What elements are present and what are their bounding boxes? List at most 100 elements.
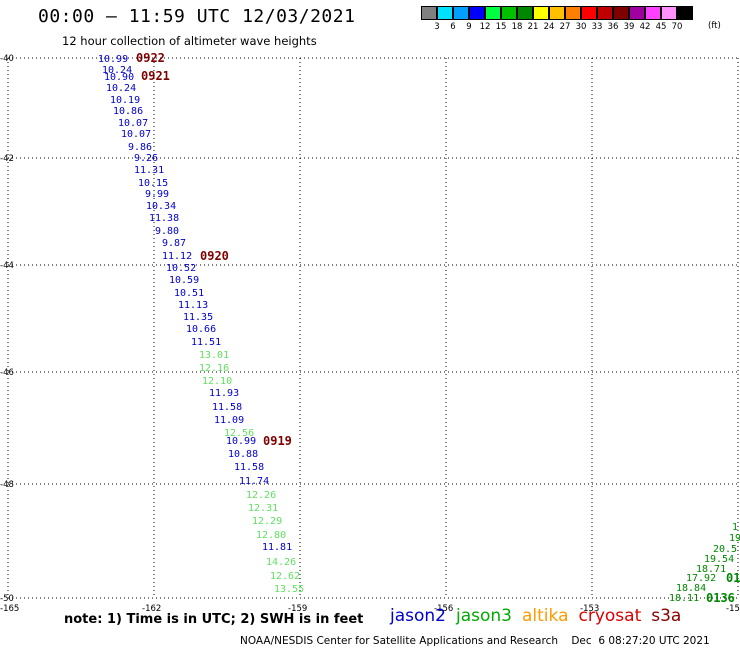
swh-value: 9.26 bbox=[134, 153, 158, 164]
satellite-s3a: s3a bbox=[651, 606, 682, 626]
lon-label: -159 bbox=[288, 604, 307, 614]
swh-value: 12.56 bbox=[224, 428, 254, 439]
swh-value: 11.93 bbox=[209, 388, 239, 399]
lon-label: -162 bbox=[142, 604, 161, 614]
swh-value: 19. bbox=[729, 533, 740, 544]
swh-value: 9.86 bbox=[128, 142, 152, 153]
swh-value: 13.55 bbox=[274, 584, 304, 595]
legend-swatch bbox=[485, 6, 501, 20]
legend-label: 45 bbox=[655, 22, 667, 32]
swh-value: 12.10 bbox=[202, 376, 232, 387]
swh-value: 10.59 bbox=[169, 275, 199, 286]
legend-label: 24 bbox=[543, 22, 555, 32]
swh-value: 14.26 bbox=[266, 557, 296, 568]
legend-label: 33 bbox=[591, 22, 603, 32]
swh-value: 18.71 bbox=[696, 564, 726, 575]
swh-value: 12.26 bbox=[246, 490, 276, 501]
swh-value: 11.51 bbox=[191, 337, 221, 348]
swh-value: 9.99 bbox=[145, 189, 169, 200]
legend-label: 9 bbox=[466, 22, 472, 32]
pass-time-label: 0920 bbox=[200, 249, 229, 263]
legend-swatch bbox=[565, 6, 581, 20]
swh-value: 10.99 bbox=[98, 54, 128, 65]
legend-swatch bbox=[421, 6, 437, 20]
pass-time-label: 01 bbox=[726, 571, 740, 585]
map-title: 00:00 – 11:59 UTC 12/03/2021 bbox=[38, 6, 356, 27]
swh-value: 12.80 bbox=[256, 530, 286, 541]
legend-label: 6 bbox=[450, 22, 456, 32]
legend-label: 18 bbox=[511, 22, 523, 32]
legend-swatch bbox=[597, 6, 613, 20]
legend-swatch bbox=[437, 6, 453, 20]
satellite-jason3: jason3 bbox=[456, 606, 512, 626]
swh-value: 11.74 bbox=[239, 476, 269, 487]
swh-value: 11.81 bbox=[262, 542, 292, 553]
swh-value: 10.88 bbox=[228, 449, 258, 460]
swh-value: 11.38 bbox=[149, 213, 179, 224]
swh-value: 10.07 bbox=[121, 129, 151, 140]
satellite-altika: altika bbox=[522, 606, 569, 626]
lat-label: -46 bbox=[0, 368, 14, 378]
legend-swatch bbox=[677, 6, 693, 20]
swh-value: 11.31 bbox=[134, 165, 164, 176]
swh-value: 10.52 bbox=[166, 263, 196, 274]
lon-label: -153 bbox=[580, 604, 599, 614]
swh-value: 10.90 bbox=[104, 72, 134, 83]
credit-line: NOAA/NESDIS Center for Satellite Applica… bbox=[240, 635, 710, 647]
lat-label: -42 bbox=[0, 154, 14, 164]
lat-label: -40 bbox=[0, 54, 14, 64]
swh-value: 9.80 bbox=[155, 226, 179, 237]
legend-swatch bbox=[613, 6, 629, 20]
swh-value: 10.19 bbox=[110, 95, 140, 106]
swh-value: 19.54 bbox=[704, 554, 734, 565]
swh-value: 17.92 bbox=[686, 573, 716, 584]
swh-value: 13.01 bbox=[199, 350, 229, 361]
lon-label: -150 bbox=[726, 604, 740, 614]
swh-value: 12.62 bbox=[270, 571, 300, 582]
legend-label: 36 bbox=[607, 22, 619, 32]
legend-swatch bbox=[549, 6, 565, 20]
legend-label: 30 bbox=[575, 22, 587, 32]
lat-label: -50 bbox=[0, 594, 14, 604]
pass-time-label: 0922 bbox=[136, 51, 165, 65]
legend-swatch bbox=[645, 6, 661, 20]
color-legend bbox=[421, 6, 693, 20]
swh-value: 10.24 bbox=[106, 83, 136, 94]
lon-label: -156 bbox=[434, 604, 453, 614]
swh-value: 11.58 bbox=[234, 462, 264, 473]
swh-value: 12.29 bbox=[252, 516, 282, 527]
swh-value: 11.12 bbox=[162, 251, 192, 262]
swh-value: 10.34 bbox=[146, 201, 176, 212]
satellite-cryosat: cryosat bbox=[578, 606, 642, 626]
legend-label: 15 bbox=[495, 22, 507, 32]
swh-value: 12.16 bbox=[199, 363, 229, 374]
lon-label: -165 bbox=[0, 604, 19, 614]
legend-swatch bbox=[581, 6, 597, 20]
pass-time-label: 0919 bbox=[263, 434, 292, 448]
legend-swatch bbox=[501, 6, 517, 20]
legend-label: 27 bbox=[559, 22, 571, 32]
swh-value: 18.84 bbox=[676, 583, 706, 594]
legend-unit: (ft) bbox=[708, 21, 721, 31]
swh-value: 10.07 bbox=[118, 118, 148, 129]
swh-value: 12.31 bbox=[248, 503, 278, 514]
footer-note: note: 1) Time is in UTC; 2) SWH is in fe… bbox=[64, 612, 364, 627]
swh-value: 11.09 bbox=[214, 415, 244, 426]
map-subtitle: 12 hour collection of altimeter wave hei… bbox=[62, 34, 317, 48]
legend-label: 70 bbox=[671, 22, 683, 32]
satellite-legend: jason2 jason3 altika cryosat s3a bbox=[390, 606, 681, 626]
swh-value: 10.66 bbox=[186, 324, 216, 335]
swh-value: 10.51 bbox=[174, 288, 204, 299]
legend-swatch bbox=[453, 6, 469, 20]
swh-value: 10.99 bbox=[226, 436, 256, 447]
pass-time-label: 0136 bbox=[706, 591, 735, 605]
swh-value: 9.87 bbox=[162, 238, 186, 249]
swh-value: 10.24 bbox=[102, 65, 132, 76]
swh-value: 20.5 bbox=[713, 544, 737, 555]
lat-label: -48 bbox=[0, 480, 14, 490]
legend-swatch bbox=[469, 6, 485, 20]
swh-value: 10.86 bbox=[113, 106, 143, 117]
swh-value: 1 bbox=[732, 522, 738, 533]
legend-label: 3 bbox=[434, 22, 440, 32]
